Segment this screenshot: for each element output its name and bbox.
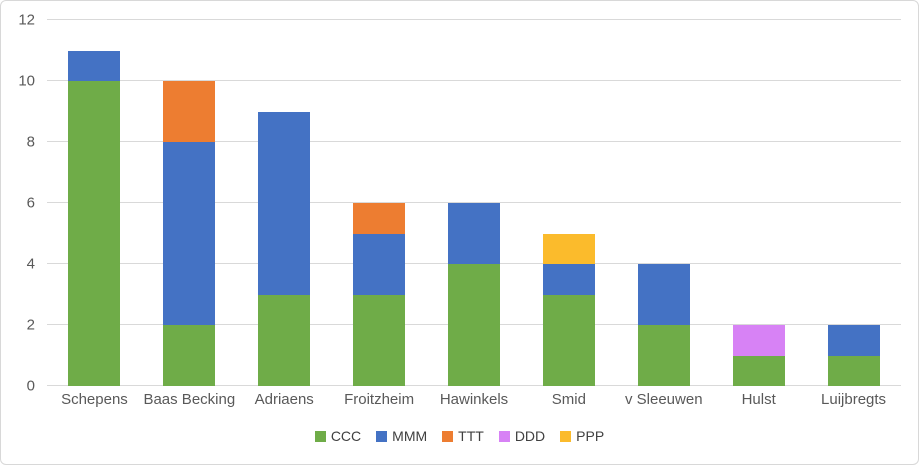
legend-item-ppp: PPP	[560, 429, 604, 443]
bar-segment-mmm	[353, 233, 406, 295]
x-category-label: Hawinkels	[439, 391, 509, 408]
bar-group-hawinkels	[448, 20, 500, 386]
bar-segment-ccc	[68, 81, 121, 386]
bar-segment-ttt	[163, 81, 216, 142]
bar-segment-ccc	[732, 355, 785, 386]
bar-segment-ccc	[353, 294, 406, 386]
x-category-label: Hulst	[741, 391, 776, 408]
bar-group-baas-becking	[163, 20, 216, 386]
bar-group-schepens	[68, 20, 121, 386]
legend-label: PPP	[576, 428, 605, 444]
bar-segment-mmm	[258, 111, 311, 295]
y-axis: 0 2 4 6 8 10 12	[1, 13, 39, 394]
bar-segment-ttt	[353, 203, 406, 234]
legend-item-ttt: TTT	[442, 429, 484, 443]
bar-segment-mmm	[163, 142, 216, 325]
y-tick-label: 4	[26, 255, 35, 273]
bar-segment-ccc	[448, 264, 500, 386]
bar-segment-ccc	[542, 294, 595, 386]
bar-segment-ddd	[732, 325, 785, 356]
legend-swatch-icon	[376, 430, 388, 442]
bar-group-adriaens	[258, 20, 311, 386]
bar-segment-ccc	[827, 355, 880, 386]
legend-label: CCC	[330, 428, 362, 444]
x-category-label: Baas Becking	[143, 391, 236, 408]
legend-swatch-icon	[560, 430, 572, 442]
bar-segment-mmm	[448, 203, 500, 264]
plot-area	[47, 19, 901, 386]
bar-segment-mmm	[637, 264, 690, 325]
x-category-label: v Sleeuwen	[624, 391, 703, 408]
x-category-label: Smid	[551, 391, 586, 408]
bar-segment-ccc	[163, 325, 216, 386]
bar-group-luijbregts	[827, 20, 880, 386]
legend-item-ccc: CCC	[314, 428, 362, 444]
gridline	[47, 202, 901, 203]
bar-segment-mmm	[542, 264, 595, 295]
x-axis: Schepens Baas Becking Adriaens Froitzheim Ha…	[47, 391, 901, 413]
y-tick-label: 10	[18, 72, 35, 90]
gridline	[47, 19, 901, 20]
bar-segment-mmm	[827, 325, 880, 356]
legend-swatch-icon	[314, 430, 326, 442]
legend-swatch-icon	[498, 430, 510, 442]
legend-item-mmm: MMM	[376, 429, 427, 443]
legend-label: TTT	[458, 428, 484, 444]
x-category-label: Adriaens	[254, 391, 314, 408]
legend-item-ddd: DDD	[498, 428, 546, 444]
x-category-label: Luijbregts	[821, 391, 887, 408]
bar-group-v-sleeuwen	[637, 20, 690, 386]
legend: CCC MMM TTT DDD PPP	[1, 429, 918, 443]
bar-group-froitzheim	[353, 20, 406, 386]
bar-group-smid	[542, 20, 595, 386]
bar-segment-ppp	[542, 233, 595, 264]
y-tick-label: 0	[26, 377, 35, 395]
bar-segment-ccc	[258, 294, 311, 386]
legend-label: MMM	[392, 428, 428, 444]
y-tick-label: 8	[26, 133, 35, 151]
y-tick-label: 12	[18, 11, 35, 29]
x-category-label: Froitzheim	[344, 391, 415, 408]
gridline	[47, 141, 901, 142]
bar-segment-mmm	[68, 50, 121, 81]
bar-group-hulst	[732, 20, 785, 386]
legend-swatch-icon	[442, 430, 454, 442]
y-tick-label: 6	[26, 194, 35, 212]
gridline	[47, 80, 901, 81]
x-category-label: Schepens	[61, 391, 128, 408]
legend-label: DDD	[514, 428, 546, 444]
y-tick-label: 2	[26, 316, 35, 334]
bar-segment-ccc	[637, 325, 690, 386]
